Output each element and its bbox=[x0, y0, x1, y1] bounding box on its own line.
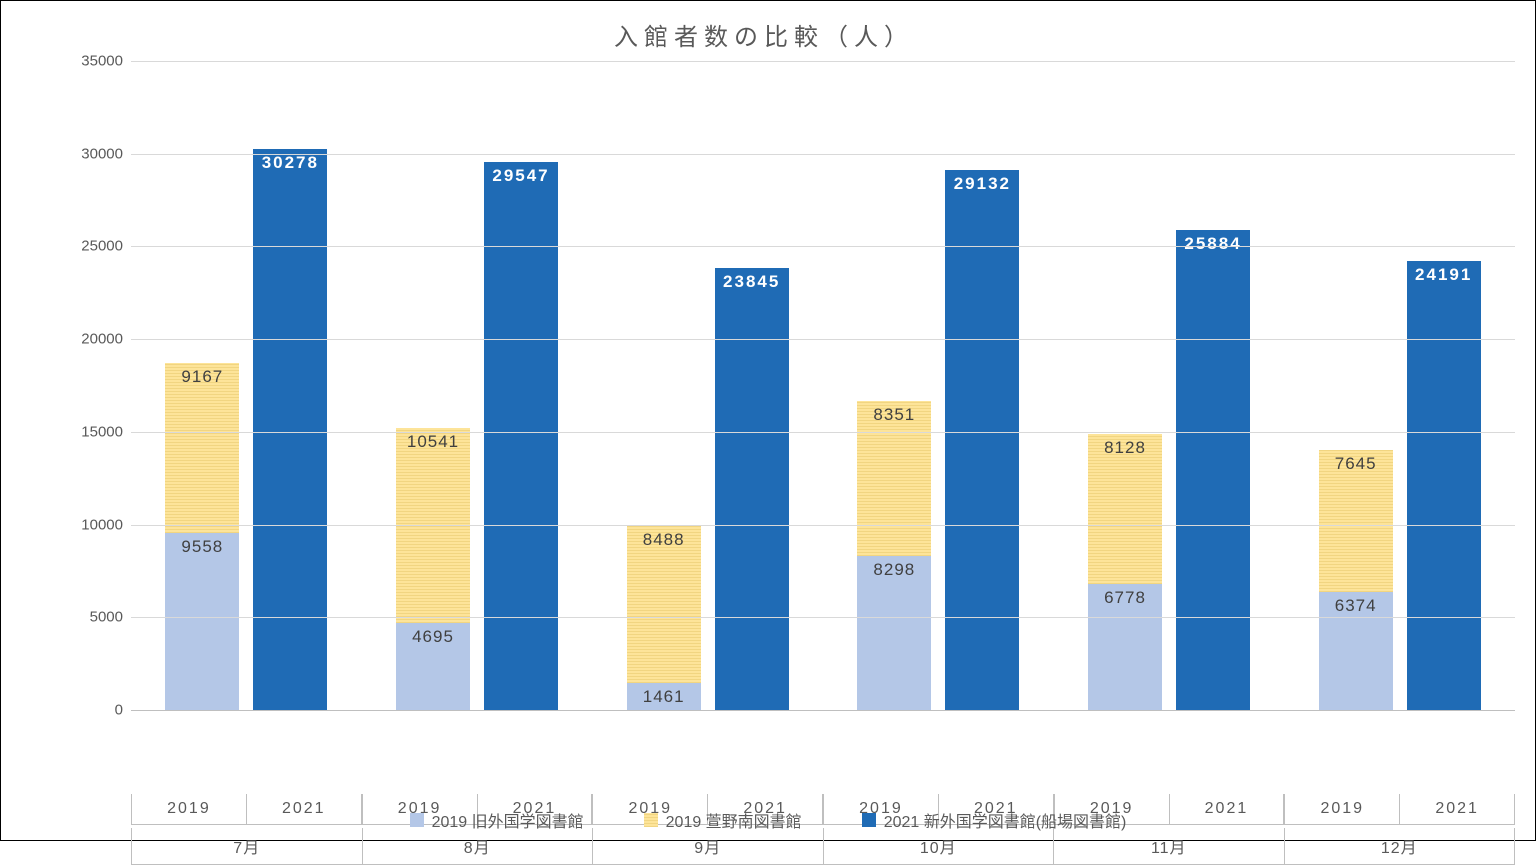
bar-value-label: 9558 bbox=[181, 537, 223, 557]
month-group: 1461 8488 23845 bbox=[592, 61, 823, 710]
bar-value-label: 6374 bbox=[1335, 596, 1377, 616]
bar-segment-old-foreign: 9558 bbox=[165, 533, 239, 710]
bar-segment-new-foreign: 29132 bbox=[945, 170, 1019, 710]
gridline bbox=[131, 154, 1515, 155]
legend-item-new-foreign: 2021 新外国学図書館(船場図書館) bbox=[862, 808, 1127, 832]
legend-swatch-icon bbox=[862, 813, 876, 827]
month-group: 8298 8351 29132 bbox=[823, 61, 1054, 710]
bar-value-label: 29132 bbox=[954, 174, 1011, 194]
bar-value-label: 4695 bbox=[412, 627, 454, 647]
legend-item-kayano: 2019 萱野南図書館 bbox=[644, 808, 802, 832]
bar-value-label: 30278 bbox=[262, 153, 319, 173]
x-month-label: 10月 bbox=[823, 828, 1054, 865]
bar-value-label: 29547 bbox=[492, 166, 549, 186]
bar-value-label: 8488 bbox=[643, 530, 685, 550]
bar-2021: 29132 bbox=[945, 170, 1019, 710]
gridline bbox=[131, 617, 1515, 618]
bar-2021: 30278 bbox=[253, 149, 327, 710]
bar-2019: 9558 9167 bbox=[165, 363, 239, 710]
bar-value-label: 24191 bbox=[1415, 265, 1472, 285]
bar-segment-new-foreign: 23845 bbox=[715, 268, 789, 710]
bar-value-label: 7645 bbox=[1335, 454, 1377, 474]
x-month-label: 12月 bbox=[1284, 828, 1516, 865]
x-month-label: 7月 bbox=[131, 828, 362, 865]
bar-value-label: 8128 bbox=[1104, 438, 1146, 458]
bar-2019: 6374 7645 bbox=[1319, 450, 1393, 710]
y-axis: 05000100001500020000250003000035000 bbox=[71, 61, 131, 710]
bar-segment-kayano: 8351 bbox=[857, 401, 931, 556]
bar-2021: 29547 bbox=[484, 162, 558, 710]
y-tick-label: 30000 bbox=[81, 145, 123, 162]
grid-area: 9558 9167 30278 4695 10541 29547 1461 8488 23845… bbox=[131, 61, 1515, 710]
bar-value-label: 8298 bbox=[873, 560, 915, 580]
bar-segment-old-foreign: 4695 bbox=[396, 623, 470, 710]
x-month-label: 11月 bbox=[1053, 828, 1284, 865]
bar-2019: 8298 8351 bbox=[857, 401, 931, 710]
month-group: 4695 10541 29547 bbox=[362, 61, 593, 710]
x-month-row: 7月8月9月10月11月12月 bbox=[131, 828, 1515, 865]
gridline bbox=[131, 246, 1515, 247]
legend-swatch-icon bbox=[644, 813, 658, 827]
bar-2021: 23845 bbox=[715, 268, 789, 710]
y-tick-label: 20000 bbox=[81, 331, 123, 348]
gridline bbox=[131, 61, 1515, 62]
gridline bbox=[131, 432, 1515, 433]
bar-value-label: 6778 bbox=[1104, 588, 1146, 608]
bar-segment-new-foreign: 24191 bbox=[1407, 261, 1481, 710]
y-tick-label: 15000 bbox=[81, 423, 123, 440]
bar-value-label: 25884 bbox=[1184, 234, 1241, 254]
bar-segment-old-foreign: 6778 bbox=[1088, 584, 1162, 710]
gridline bbox=[131, 525, 1515, 526]
chart-frame: 入館者数の比較（人） 0 5000 10000 15000 20000 25000 3000… bbox=[0, 0, 1536, 841]
bar-segment-old-foreign: 6374 bbox=[1319, 592, 1393, 710]
bar-value-label: 9167 bbox=[181, 367, 223, 387]
bar-segment-new-foreign: 25884 bbox=[1176, 230, 1250, 710]
bar-value-label: 8351 bbox=[873, 405, 915, 425]
bar-segment-kayano: 8488 bbox=[627, 526, 701, 683]
bar-2021: 24191 bbox=[1407, 261, 1481, 710]
legend-item-old-foreign: 2019 旧外国学図書館 bbox=[410, 808, 584, 832]
bar-segment-kayano: 8128 bbox=[1088, 434, 1162, 585]
bar-value-label: 23845 bbox=[723, 272, 780, 292]
bar-2019: 6778 8128 bbox=[1088, 434, 1162, 710]
gridline bbox=[131, 339, 1515, 340]
chart-title: 入館者数の比較（人） bbox=[11, 17, 1517, 52]
bar-2019: 4695 10541 bbox=[396, 427, 470, 710]
bar-segment-kayano: 7645 bbox=[1319, 450, 1393, 592]
month-group: 6778 8128 25884 bbox=[1054, 61, 1285, 710]
x-month-label: 8月 bbox=[362, 828, 593, 865]
bar-segment-new-foreign: 29547 bbox=[484, 162, 558, 710]
month-group: 6374 7645 24191 bbox=[1284, 61, 1515, 710]
y-tick-label: 35000 bbox=[81, 53, 123, 70]
bar-segment-kayano: 9167 bbox=[165, 363, 239, 533]
bar-value-label: 10541 bbox=[407, 432, 459, 452]
bar-2021: 25884 bbox=[1176, 230, 1250, 710]
plot-area: 05000100001500020000250003000035000 9558… bbox=[71, 61, 1515, 710]
legend-label: 2021 新外国学図書館(船場図書館) bbox=[884, 808, 1127, 832]
gridline bbox=[131, 710, 1515, 711]
legend-label: 2019 萱野南図書館 bbox=[666, 808, 802, 832]
month-group: 9558 9167 30278 bbox=[131, 61, 362, 710]
y-tick-label: 0 bbox=[115, 702, 123, 719]
bar-value-label: 1461 bbox=[643, 687, 685, 707]
legend-swatch-icon bbox=[410, 813, 424, 827]
bar-segment-new-foreign: 30278 bbox=[253, 149, 327, 710]
y-tick-label: 25000 bbox=[81, 238, 123, 255]
y-tick-label: 10000 bbox=[81, 516, 123, 533]
bar-segment-old-foreign: 8298 bbox=[857, 556, 931, 710]
legend-label: 2019 旧外国学図書館 bbox=[432, 808, 584, 832]
bars-row: 9558 9167 30278 4695 10541 29547 1461 8488 23845… bbox=[131, 61, 1515, 710]
bar-segment-old-foreign: 1461 bbox=[627, 683, 701, 710]
y-tick-label: 5000 bbox=[90, 609, 123, 626]
legend: 2019 旧外国学図書館 2019 萱野南図書館 2021 新外国学図書館(船場… bbox=[1, 808, 1535, 832]
x-month-label: 9月 bbox=[592, 828, 823, 865]
